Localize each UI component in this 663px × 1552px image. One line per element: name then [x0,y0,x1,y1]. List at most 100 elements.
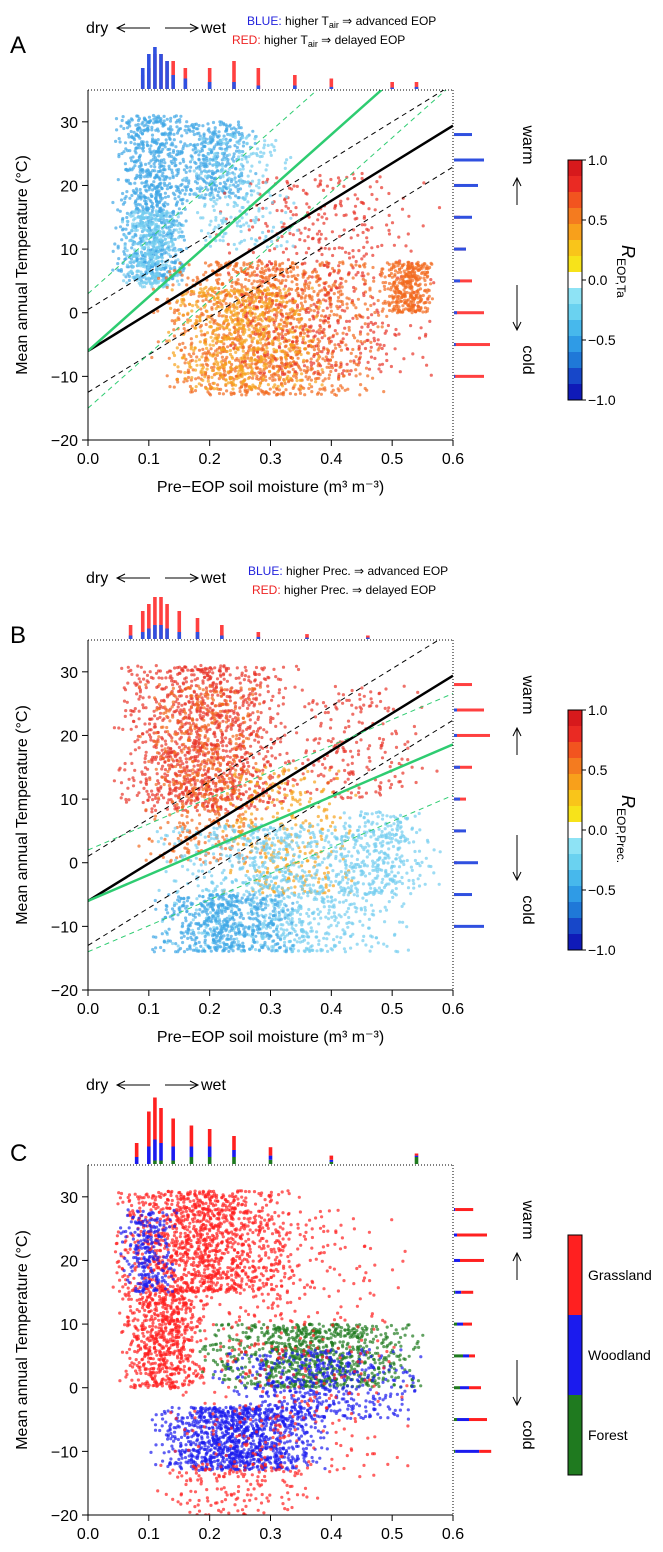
scatter-point [179,151,183,155]
scatter-point [242,353,246,357]
scatter-point [288,392,292,396]
scatter-point [208,235,212,239]
scatter-point [206,704,210,708]
scatter-point [304,191,308,195]
scatter-point [253,312,257,316]
scatter-point [329,305,333,309]
scatter-point [265,297,269,301]
scatter-point [410,285,414,289]
scatter-point [189,165,193,169]
scatter-point [133,259,137,263]
scatter-point [280,361,284,365]
scatter-point [292,274,296,278]
scatter-point [131,275,135,279]
scatter-point [149,215,153,219]
scatter-point [277,388,281,392]
scatter-point [283,166,287,170]
scatter-point [182,238,186,242]
scatter-point [267,305,271,309]
scatter-point [157,154,161,158]
scatter-point [321,370,325,374]
scatter-point [236,348,240,352]
scatter-point [233,290,237,295]
scatter-point [184,186,188,190]
scatter-point [284,291,288,295]
scatter-point [239,366,243,371]
scatter-point [139,273,143,277]
scatter-point [121,191,125,196]
scatter-point [274,277,278,282]
scatter-point [281,665,286,669]
scatter-point [244,194,248,198]
scatter-point [199,161,203,165]
scatter-point [193,368,198,372]
scatter-point [266,391,270,395]
scatter-point [358,332,362,336]
scatter-point [147,252,151,256]
scatter-point [212,208,216,212]
scatter-point [360,257,364,261]
scatter-point [204,270,208,274]
scatter-point [272,347,276,351]
scatter-point [300,372,304,376]
scatter-point [310,390,314,394]
scatter-point [288,328,292,332]
scatter-point [162,114,166,118]
scatter-point [404,307,408,311]
scatter-point [261,310,265,315]
scatter-point [116,208,120,212]
scatter-point [389,271,393,276]
scatter-point [213,225,217,229]
colorbar-tick-label: 1.0 [588,152,608,168]
scatter-point [138,153,142,157]
scatter-point [170,171,174,175]
scatter-point [311,338,316,342]
scatter-point [169,116,173,120]
scatter-point [192,348,196,353]
scatter-point [208,162,212,166]
scatter-point [233,144,237,148]
scatter-point [370,313,374,317]
scatter-point [211,343,215,347]
scatter-point [172,385,176,389]
scatter-point [280,234,284,239]
scatter-point [237,219,242,223]
scatter-point [125,215,129,220]
scatter-point [262,301,266,305]
scatter-point [293,350,298,354]
scatter-point [241,144,245,148]
scatter-point [341,331,345,335]
scatter-point [157,781,161,785]
scatter-point [253,286,257,290]
scatter-point [239,162,243,166]
scatter-point [423,283,428,287]
scatter-point [420,271,424,276]
scatter-point [220,147,224,151]
scatter-point [303,272,307,276]
scatter-point [259,341,263,345]
plot-area [88,90,453,409]
scatter-point [366,332,370,336]
scatter-point [153,152,157,156]
scatter-point [114,226,118,230]
colorbar-tick-label: 0.0 [588,272,608,288]
scatter-point [351,255,355,259]
scatter-point [226,203,230,207]
scatter-point [322,286,326,290]
scatter-point [428,301,432,305]
scatter-point [351,333,355,337]
fit-line-green [88,90,384,352]
scatter-point [164,233,168,237]
colorbar-swatch [568,192,582,209]
scatter-point [207,147,211,151]
scatter-point [245,142,249,146]
scatter-point [217,286,221,291]
scatter-point [249,237,254,241]
scatter-point [267,281,271,285]
scatter-point [426,296,430,300]
scatter-point [198,189,202,193]
scatter-point [278,193,282,198]
scatter-point [321,188,326,192]
scatter-point [124,275,128,279]
